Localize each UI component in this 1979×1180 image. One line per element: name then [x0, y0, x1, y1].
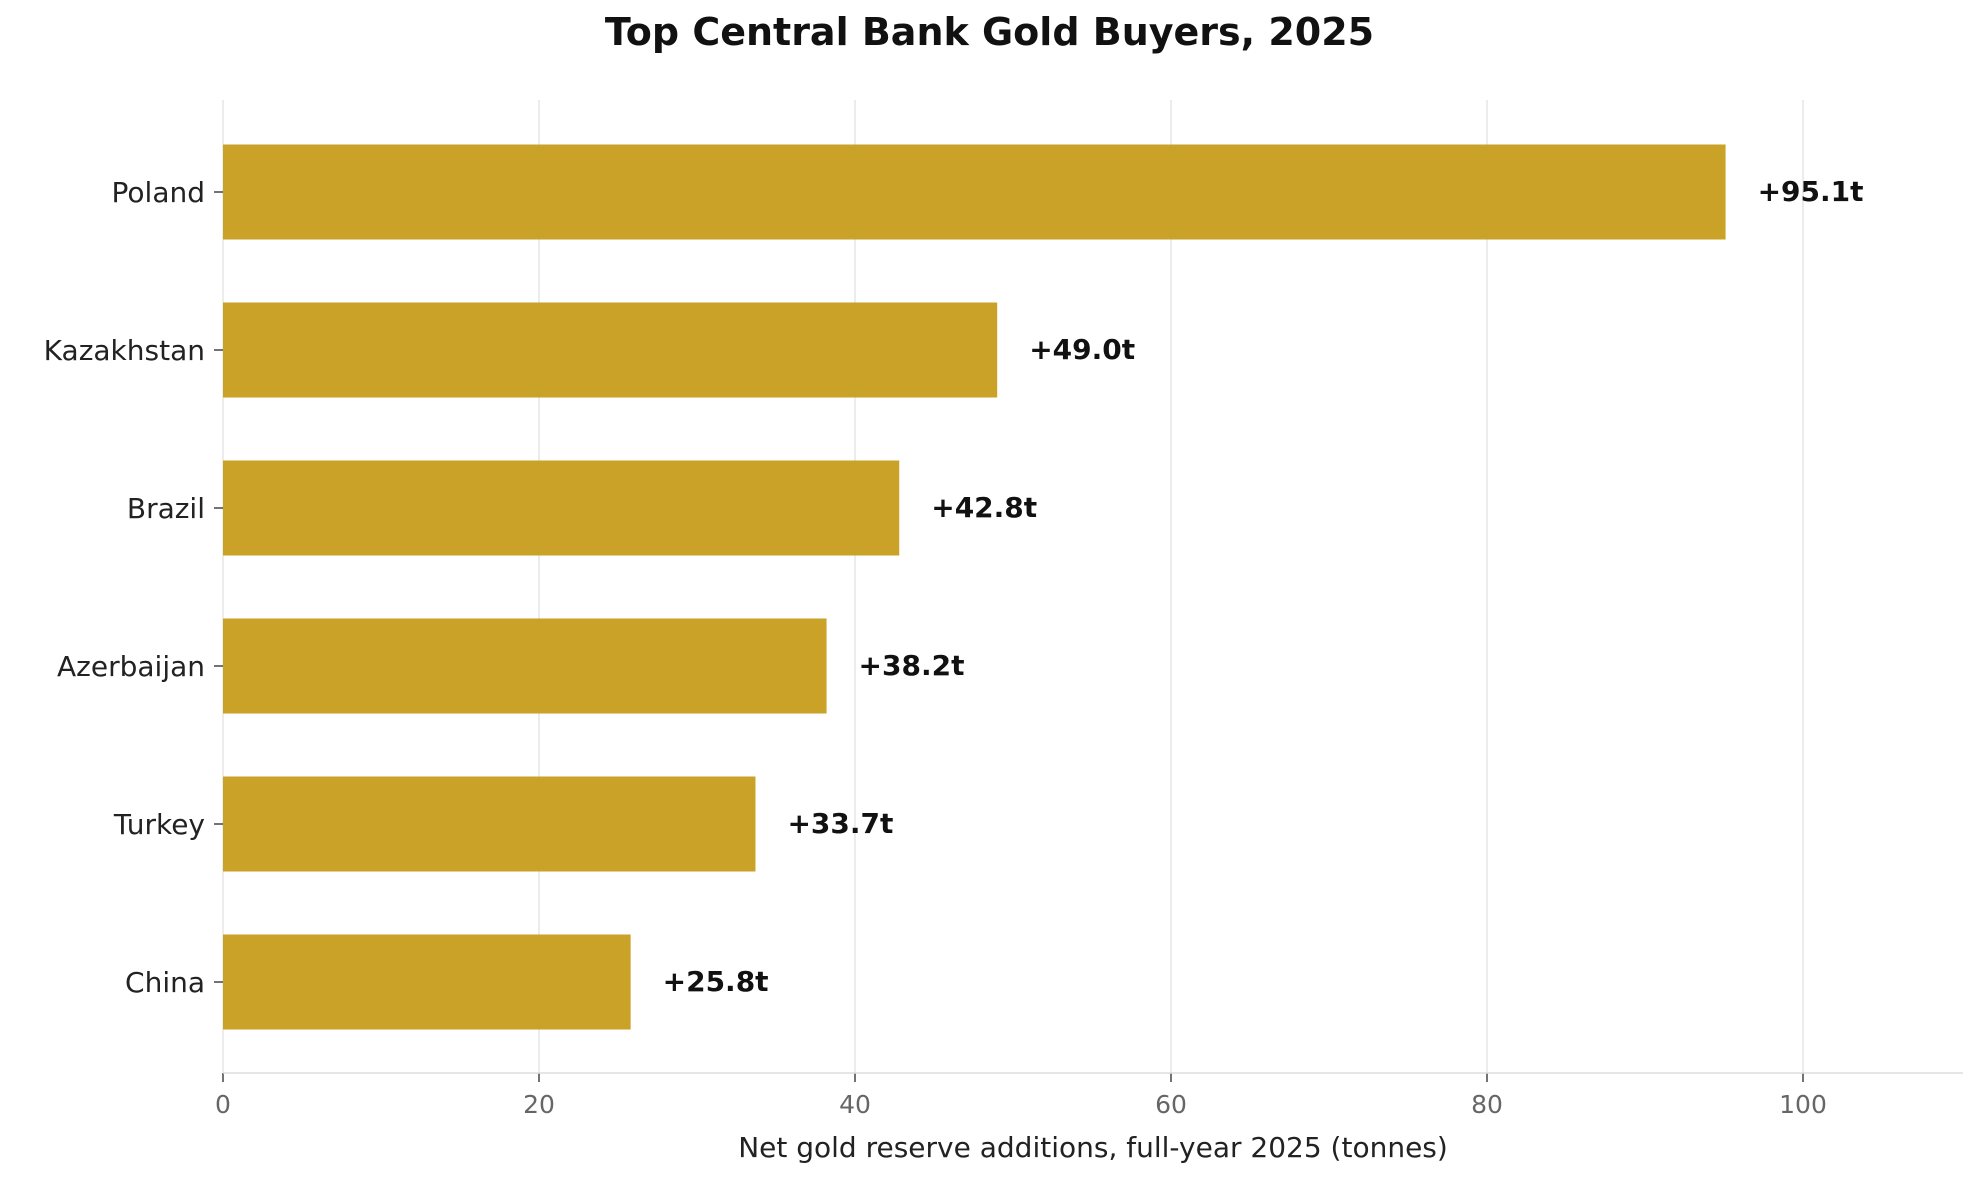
x-tick-label: 60: [1155, 1090, 1187, 1119]
y-tick-label: China: [125, 966, 205, 999]
y-tick-label: Turkey: [113, 808, 205, 841]
data-label: +49.0t: [1029, 333, 1135, 366]
data-label: +33.7t: [787, 807, 893, 840]
bar-poland: [223, 144, 1726, 240]
x-tick-label: 0: [215, 1090, 231, 1119]
x-axis-title: Net gold reserve additions, full-year 20…: [738, 1131, 1448, 1164]
bars-layer: [223, 144, 1726, 1030]
data-label: +95.1t: [1758, 175, 1864, 208]
x-tick-label: 80: [1471, 1090, 1503, 1119]
x-tick-label: 20: [523, 1090, 555, 1119]
data-label: +25.8t: [663, 965, 769, 998]
x-tick-label: 100: [1779, 1090, 1827, 1119]
y-tick-label: Kazakhstan: [44, 334, 205, 367]
data-label: +38.2t: [859, 649, 965, 682]
bar-azerbaijan: [223, 618, 827, 714]
data-label: +42.8t: [931, 491, 1037, 524]
bar-brazil: [223, 460, 900, 556]
axis-layer: 0 20 40 60 80 100 Poland Kazakhstan Brazil Azerba…: [44, 176, 1963, 1119]
bar-china: [223, 934, 631, 1030]
y-tick-label: Azerbaijan: [57, 650, 205, 683]
data-labels-layer: +95.1t +49.0t +42.8t +38.2t +33.7t +25.8t: [663, 175, 1864, 998]
x-tick-label: 40: [839, 1090, 871, 1119]
chart-title: Top Central Bank Gold Buyers, 2025: [604, 10, 1375, 54]
grid-layer: [222, 100, 1804, 1073]
bar-kazakhstan: [223, 302, 998, 398]
bar-turkey: [223, 776, 756, 872]
y-tick-label: Poland: [112, 176, 205, 209]
y-tick-label: Brazil: [127, 492, 205, 525]
